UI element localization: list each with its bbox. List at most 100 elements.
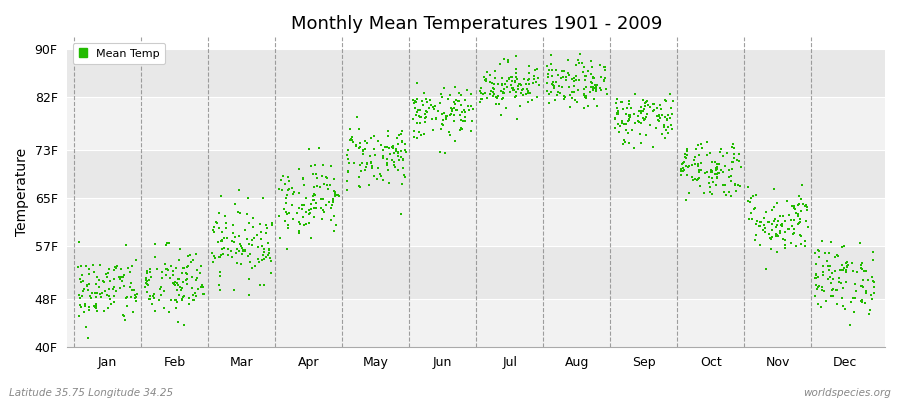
Point <box>353 140 367 146</box>
Point <box>624 104 638 111</box>
Point <box>555 68 570 74</box>
Point <box>554 75 568 81</box>
Point <box>446 105 461 112</box>
Point <box>625 127 639 134</box>
Point <box>80 282 94 288</box>
Point <box>553 90 567 96</box>
Point <box>638 116 652 122</box>
Point <box>674 165 688 172</box>
Point <box>837 265 851 271</box>
Point <box>212 253 227 260</box>
Point <box>380 144 394 150</box>
Point <box>825 270 840 276</box>
Point <box>793 196 807 202</box>
Point <box>833 280 848 286</box>
Point <box>810 286 824 292</box>
Point <box>489 94 503 100</box>
Point <box>652 118 666 124</box>
Point <box>744 210 759 216</box>
Point <box>394 131 409 138</box>
Point <box>302 210 317 216</box>
Point <box>371 138 385 144</box>
Point <box>154 292 168 298</box>
Point <box>644 104 658 110</box>
Point <box>169 298 184 305</box>
Point <box>485 93 500 100</box>
Point <box>732 158 746 164</box>
Point <box>175 287 189 293</box>
Point <box>464 128 478 134</box>
Point <box>446 108 460 114</box>
Point <box>826 275 841 282</box>
Point <box>478 77 492 83</box>
Point <box>812 254 826 260</box>
Point <box>139 276 153 283</box>
Point <box>741 198 755 204</box>
Point <box>232 240 247 247</box>
Point <box>446 99 461 105</box>
Point <box>148 254 162 260</box>
Point <box>447 112 462 118</box>
Point <box>852 240 867 246</box>
Point <box>811 300 825 307</box>
Point <box>391 149 405 156</box>
Point <box>703 188 717 195</box>
Point <box>80 283 94 289</box>
Point <box>495 96 509 102</box>
Point <box>442 128 456 135</box>
Point <box>316 207 330 213</box>
Point <box>787 203 801 209</box>
Point <box>212 239 226 246</box>
Point <box>757 215 771 221</box>
Point <box>299 194 313 201</box>
Point <box>307 205 321 211</box>
Point <box>634 107 649 114</box>
Point <box>484 88 499 94</box>
Point <box>256 281 271 288</box>
Point <box>724 178 738 184</box>
Point <box>488 68 502 74</box>
Point <box>349 142 364 148</box>
Point <box>256 252 270 258</box>
Point <box>278 218 293 224</box>
Point <box>586 84 600 90</box>
Point <box>517 75 531 82</box>
Point <box>357 167 372 174</box>
Point <box>292 205 306 211</box>
Point <box>821 263 835 270</box>
Point <box>158 271 173 278</box>
Point <box>464 90 479 97</box>
Point <box>545 73 560 79</box>
Point <box>74 304 88 311</box>
Point <box>501 75 516 81</box>
Point <box>708 171 723 177</box>
Point <box>725 166 740 172</box>
Point <box>849 281 863 287</box>
Point <box>646 144 661 150</box>
Point <box>681 163 696 170</box>
Point <box>597 64 611 70</box>
Point <box>649 125 663 131</box>
Point <box>724 172 738 179</box>
Point <box>98 288 112 294</box>
Point <box>124 294 139 300</box>
Point <box>345 137 359 144</box>
Point <box>195 282 210 288</box>
Point <box>593 87 608 93</box>
Point <box>102 292 116 299</box>
Point <box>240 210 255 217</box>
Point <box>865 296 879 302</box>
Point <box>785 223 799 230</box>
Point <box>148 308 162 314</box>
Point <box>770 200 785 206</box>
Point <box>448 138 463 144</box>
Point <box>828 287 842 293</box>
Point <box>722 166 736 173</box>
Point <box>768 216 782 222</box>
Point <box>398 174 412 180</box>
Point <box>138 283 152 290</box>
Point <box>839 260 853 266</box>
Point <box>310 183 324 190</box>
Point <box>790 202 805 208</box>
Point <box>245 264 259 271</box>
